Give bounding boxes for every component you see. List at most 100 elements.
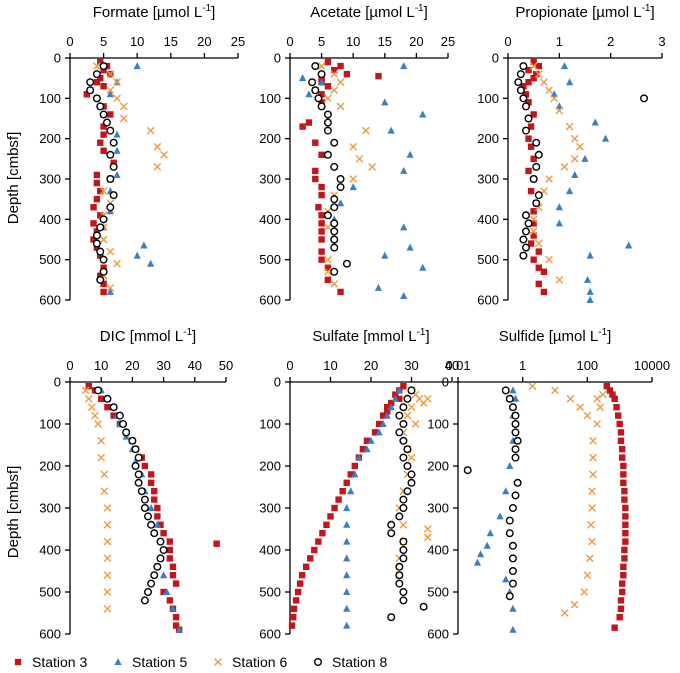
point-s3 (620, 563, 627, 570)
point-s8 (399, 546, 408, 555)
point-s8 (514, 78, 523, 87)
point-s6 (555, 275, 564, 284)
legend-marker-s5 (114, 658, 122, 665)
point-s3 (535, 264, 542, 271)
x-tick-label: 10 (130, 34, 144, 49)
point-s6 (560, 609, 569, 617)
point-s8 (134, 478, 143, 487)
point-s6 (355, 154, 364, 163)
point-s8 (94, 386, 103, 395)
point-s8 (399, 554, 408, 563)
point-s6 (555, 106, 564, 115)
point-s5 (153, 520, 161, 528)
point-s8 (387, 613, 396, 622)
point-s3 (335, 496, 342, 503)
point-s5 (381, 251, 389, 259)
y-tick-label: 300 (427, 501, 449, 516)
point-s8 (330, 162, 339, 171)
point-s6 (336, 78, 345, 87)
point-s3 (396, 395, 403, 402)
point-s3 (147, 479, 155, 486)
point-s3 (107, 111, 114, 118)
point-s6 (528, 382, 537, 391)
point-s6 (361, 126, 370, 135)
point-s6 (87, 403, 96, 412)
point-s3 (530, 74, 537, 82)
point-s8 (403, 445, 412, 454)
point-s3 (154, 504, 161, 512)
point-s3 (169, 572, 177, 579)
point-s3 (294, 588, 302, 596)
y-tick-label: 400 (259, 543, 281, 558)
point-s6 (423, 394, 432, 403)
point-s8 (532, 138, 541, 147)
point-s6 (545, 255, 553, 264)
point-s6 (593, 420, 601, 428)
point-s8 (399, 588, 408, 597)
point-s3 (160, 588, 167, 596)
x-tick-label: 20 (125, 358, 139, 373)
point-s8 (403, 462, 412, 471)
point-s5 (383, 411, 391, 419)
point-s6 (403, 411, 412, 420)
point-s8 (511, 420, 520, 429)
point-s8 (521, 211, 530, 220)
point-s6 (560, 163, 569, 171)
point-s8 (342, 259, 351, 268)
point-s5 (509, 625, 517, 633)
point-s3 (530, 220, 537, 227)
point-s8 (395, 428, 404, 437)
point-s8 (323, 118, 332, 127)
point-s3 (97, 272, 104, 279)
x-tick-label: 1 (556, 34, 563, 49)
point-s8 (140, 596, 149, 605)
point-s3 (535, 62, 542, 70)
point-s3 (620, 479, 627, 486)
point-s8 (463, 466, 472, 475)
point-s8 (519, 251, 528, 260)
y-tick-label: 200 (39, 459, 61, 474)
point-s5 (343, 571, 351, 579)
point-s3 (530, 155, 537, 163)
point-s8 (103, 394, 112, 403)
point-s8 (109, 403, 118, 412)
point-s6 (588, 537, 596, 546)
x-tick-label: 5 (318, 34, 325, 49)
point-s3 (527, 187, 535, 195)
point-s8 (106, 150, 115, 159)
series-s8 (463, 386, 522, 601)
point-s3 (93, 244, 101, 251)
point-s8 (513, 436, 522, 445)
point-s6 (580, 588, 589, 596)
point-s8 (511, 428, 520, 437)
point-s5 (343, 504, 351, 511)
point-s8 (330, 235, 339, 244)
point-s6 (160, 150, 168, 159)
x-tick-label: 20 (409, 34, 423, 49)
point-s8 (403, 487, 412, 496)
point-s8 (508, 541, 517, 550)
point-s5 (387, 126, 395, 134)
point-s5 (419, 263, 427, 271)
point-s8 (131, 445, 140, 454)
point-s3 (619, 454, 626, 461)
point-s3 (85, 383, 92, 390)
point-s8 (407, 386, 416, 395)
point-s8 (395, 571, 404, 580)
y-tick-label: 0 (54, 375, 61, 390)
point-s8 (106, 174, 115, 183)
x-tick-label: 10000 (634, 358, 670, 373)
point-s3 (351, 462, 358, 470)
point-s3 (318, 236, 325, 243)
point-s6 (106, 247, 115, 256)
point-s8 (524, 114, 533, 123)
point-s5 (419, 110, 427, 118)
point-s3 (616, 614, 623, 621)
point-s3 (540, 288, 548, 296)
x-tick-label: 2 (607, 34, 614, 49)
point-s8 (399, 596, 408, 605)
point-s6 (585, 554, 594, 563)
point-s8 (330, 203, 339, 212)
point-s8 (511, 491, 520, 500)
series-s3 (603, 383, 629, 631)
